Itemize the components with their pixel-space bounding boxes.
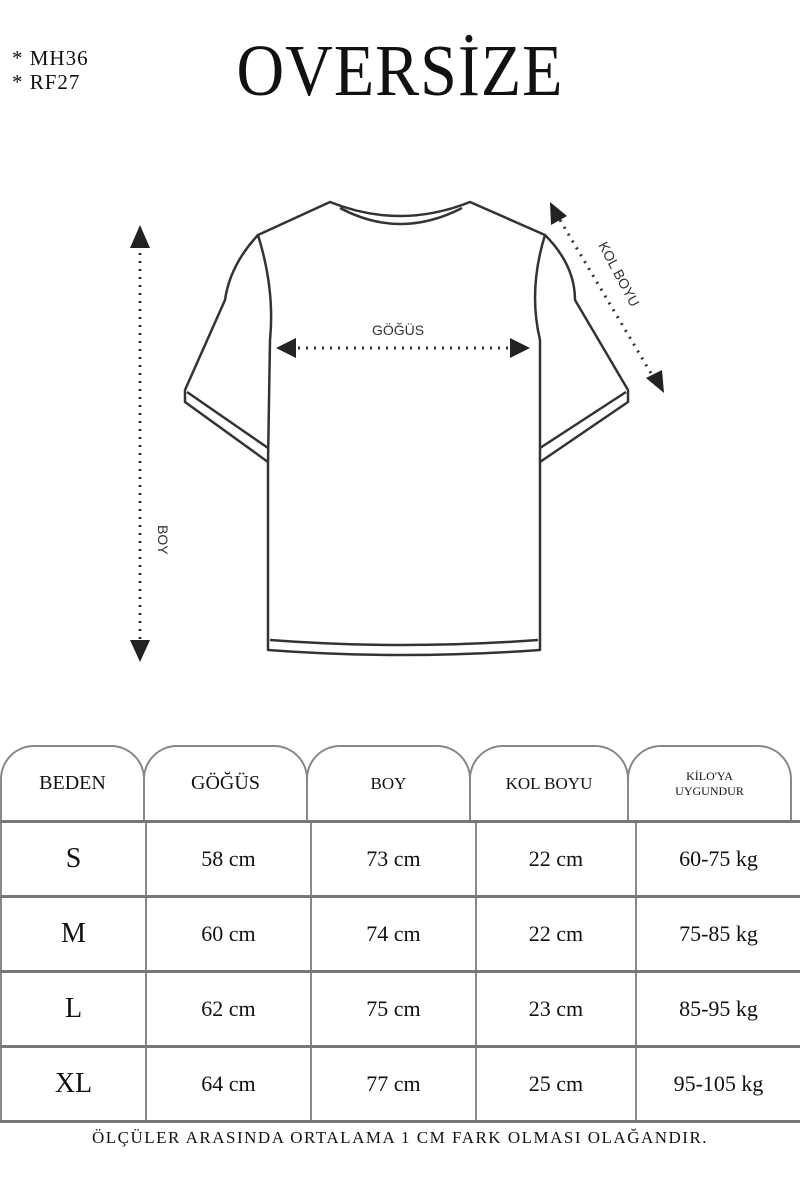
tshirt-diagram: GÖĞÜS KOL BOYU BOY: [130, 200, 664, 662]
cell-chest: 64 cm: [145, 1048, 310, 1120]
table-row: L 62 cm 75 cm 23 cm 85-95 kg: [0, 970, 800, 1045]
table-row: XL 64 cm 77 cm 25 cm 95-105 kg: [0, 1045, 800, 1123]
cell-size: XL: [0, 1048, 145, 1120]
sleeve-label: KOL BOYU: [595, 239, 642, 309]
chest-label: GÖĞÜS: [372, 321, 424, 338]
code: * RF27: [12, 70, 81, 94]
header-sleeve: KOL BOYU: [469, 745, 629, 820]
cell-length: 77 cm: [310, 1048, 475, 1120]
cell-sleeve: 23 cm: [475, 973, 635, 1045]
size-table: BEDEN GÖĞÜS BOY KOL BOYU KİLO'YA UYGUNDUR…: [0, 745, 800, 1123]
header-weight: KİLO'YA UYGUNDUR: [627, 745, 792, 820]
cell-length: 74 cm: [310, 898, 475, 970]
cell-chest: 60 cm: [145, 898, 310, 970]
header-weight-line: KİLO'YA: [686, 768, 733, 783]
header-weight-line: UYGUNDUR: [675, 783, 744, 798]
length-label: BOY: [155, 525, 171, 555]
cell-length: 75 cm: [310, 973, 475, 1045]
measurement-note: ÖLÇÜLER ARASINDA ORTALAMA 1 CM FARK OLMA…: [91, 1128, 709, 1147]
header-chest: GÖĞÜS: [143, 745, 308, 820]
cell-sleeve: 22 cm: [475, 898, 635, 970]
cell-sleeve: 22 cm: [475, 823, 635, 895]
cell-weight: 85-95 kg: [635, 973, 800, 1045]
header-length: BOY: [306, 745, 471, 820]
cell-length: 73 cm: [310, 823, 475, 895]
cell-size: L: [0, 973, 145, 1045]
page-title: OVERSİZE: [236, 31, 564, 112]
table-row: M 60 cm 74 cm 22 cm 75-85 kg: [0, 895, 800, 970]
cell-weight: 75-85 kg: [635, 898, 800, 970]
cell-size: M: [0, 898, 145, 970]
cell-size: S: [0, 823, 145, 895]
table-header: BEDEN GÖĞÜS BOY KOL BOYU KİLO'YA UYGUNDUR: [0, 745, 800, 820]
header-size: BEDEN: [0, 745, 145, 820]
cell-chest: 62 cm: [145, 973, 310, 1045]
cell-weight: 95-105 kg: [635, 1048, 800, 1120]
product-codes: * MH36 * RF27: [12, 46, 89, 94]
table-row: S 58 cm 73 cm 22 cm 60-75 kg: [0, 820, 800, 895]
cell-weight: 60-75 kg: [635, 823, 800, 895]
cell-sleeve: 25 cm: [475, 1048, 635, 1120]
cell-chest: 58 cm: [145, 823, 310, 895]
code: * MH36: [12, 46, 89, 70]
